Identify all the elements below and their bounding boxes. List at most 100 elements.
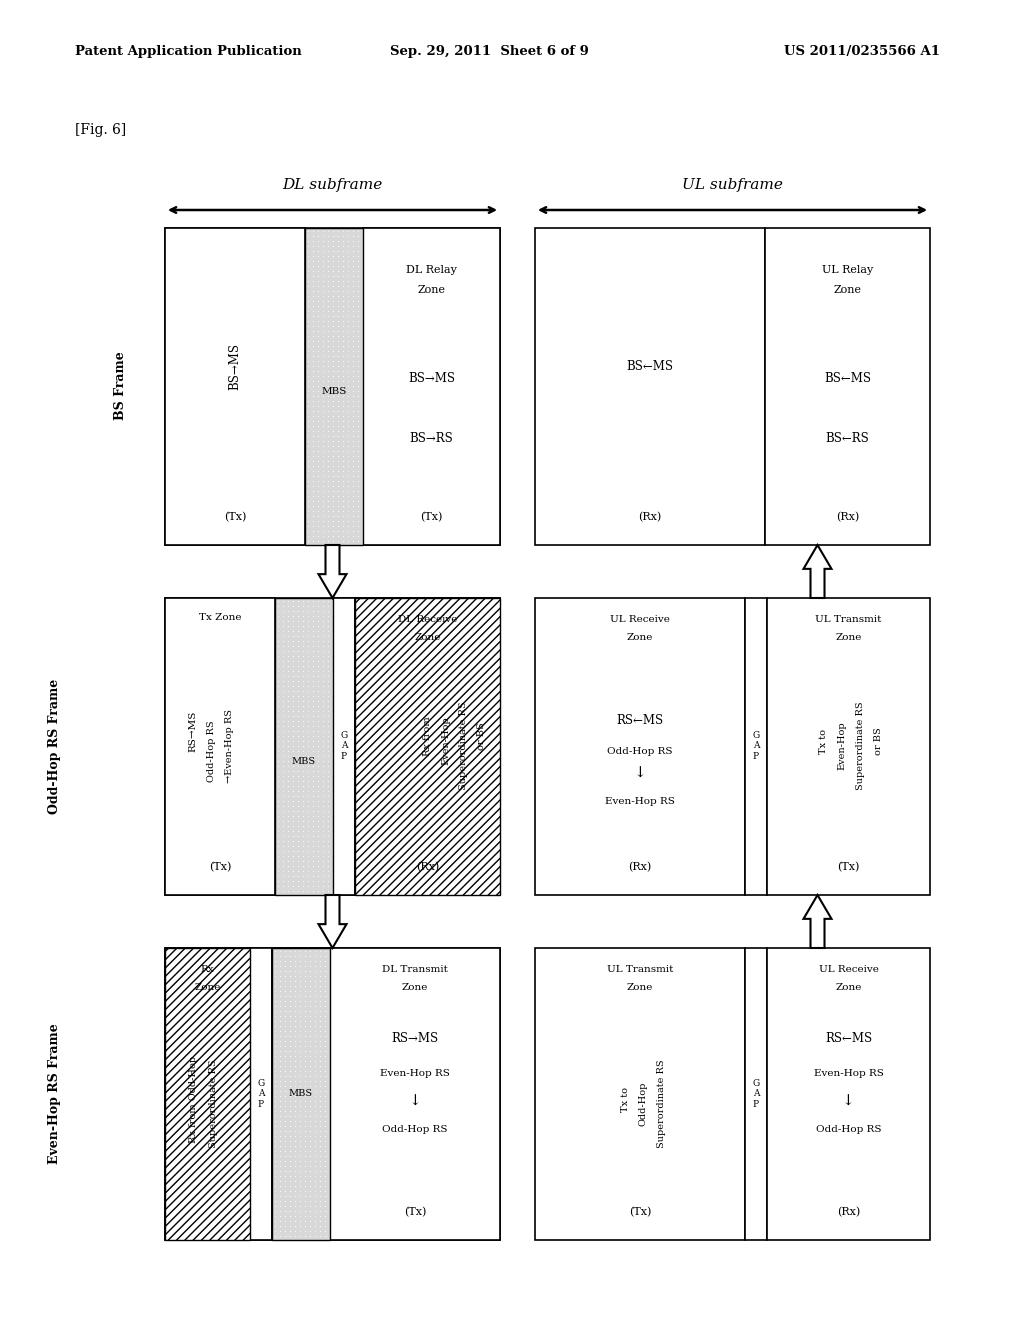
Text: [Fig. 6]: [Fig. 6] bbox=[75, 123, 126, 137]
Text: DL Relay: DL Relay bbox=[407, 265, 457, 275]
Text: US 2011/0235566 A1: US 2011/0235566 A1 bbox=[784, 45, 940, 58]
Text: Zone: Zone bbox=[834, 285, 861, 294]
Bar bbox=[272, 948, 330, 1239]
Text: MBS: MBS bbox=[289, 1089, 313, 1098]
Text: or BS: or BS bbox=[874, 727, 883, 755]
Text: BS→RS: BS→RS bbox=[410, 432, 454, 445]
Text: (Rx): (Rx) bbox=[629, 862, 651, 873]
Text: Odd-Hop: Odd-Hop bbox=[639, 1082, 647, 1126]
Text: UL Transmit: UL Transmit bbox=[815, 615, 882, 624]
Text: BS→MS: BS→MS bbox=[228, 342, 242, 389]
Text: UL subframe: UL subframe bbox=[682, 178, 783, 191]
Text: (Tx): (Tx) bbox=[224, 512, 246, 523]
Text: BS Frame: BS Frame bbox=[114, 351, 127, 420]
Text: UL Relay: UL Relay bbox=[822, 265, 873, 275]
Polygon shape bbox=[318, 895, 346, 948]
Polygon shape bbox=[804, 895, 831, 948]
Polygon shape bbox=[804, 545, 831, 598]
Text: Tx to: Tx to bbox=[621, 1086, 630, 1111]
Bar bbox=[275, 598, 333, 895]
Text: Zone: Zone bbox=[195, 983, 221, 993]
Bar bbox=[355, 598, 500, 895]
Text: Odd-Hop RS Frame: Odd-Hop RS Frame bbox=[48, 678, 61, 813]
Bar bbox=[362, 228, 500, 545]
Bar bbox=[165, 228, 305, 545]
Text: Rx from: Rx from bbox=[423, 717, 432, 756]
Bar bbox=[272, 948, 330, 1239]
Text: Patent Application Publication: Patent Application Publication bbox=[75, 45, 302, 58]
Text: RS←MS: RS←MS bbox=[616, 714, 664, 727]
Text: MBS: MBS bbox=[292, 756, 316, 766]
Text: →Even-Hop RS: →Even-Hop RS bbox=[225, 709, 234, 783]
Text: Zone: Zone bbox=[401, 983, 428, 993]
Text: or BS: or BS bbox=[477, 722, 486, 750]
Text: Rx: Rx bbox=[201, 965, 214, 974]
Text: UL Receive: UL Receive bbox=[610, 615, 670, 624]
Text: RS→MS: RS→MS bbox=[391, 1032, 438, 1045]
Text: Even-Hop: Even-Hop bbox=[441, 717, 450, 766]
Text: ↓: ↓ bbox=[409, 1096, 421, 1109]
Text: Even-Hop RS: Even-Hop RS bbox=[380, 1069, 450, 1078]
Bar bbox=[305, 228, 362, 545]
Text: G
A
P: G A P bbox=[257, 1080, 264, 1109]
Text: UL Receive: UL Receive bbox=[818, 965, 879, 974]
Bar bbox=[333, 598, 355, 895]
Text: G
A
P: G A P bbox=[753, 731, 760, 760]
Bar bbox=[250, 948, 272, 1239]
Text: UL Transmit: UL Transmit bbox=[607, 965, 673, 974]
Bar bbox=[165, 598, 500, 895]
Bar bbox=[745, 598, 767, 895]
Text: Sep. 29, 2011  Sheet 6 of 9: Sep. 29, 2011 Sheet 6 of 9 bbox=[390, 45, 589, 58]
Text: BS←MS: BS←MS bbox=[824, 371, 871, 384]
Text: Superordinate RS: Superordinate RS bbox=[459, 702, 468, 791]
Bar bbox=[165, 948, 250, 1239]
Text: Zone: Zone bbox=[627, 983, 653, 993]
Bar bbox=[165, 598, 275, 895]
Text: Zone: Zone bbox=[836, 983, 861, 993]
Text: Superordinate RS: Superordinate RS bbox=[209, 1060, 217, 1148]
Text: Zone: Zone bbox=[415, 634, 440, 643]
Text: ↓: ↓ bbox=[842, 1096, 855, 1109]
Text: RS→MS: RS→MS bbox=[188, 710, 198, 751]
Text: RS←MS: RS←MS bbox=[825, 1032, 872, 1045]
Bar bbox=[165, 228, 500, 545]
Bar bbox=[765, 228, 930, 545]
Bar bbox=[165, 948, 250, 1239]
Text: BS←RS: BS←RS bbox=[825, 432, 869, 445]
Text: Odd-Hop RS: Odd-Hop RS bbox=[207, 721, 215, 781]
Bar bbox=[767, 948, 930, 1239]
Text: Superordinate RS: Superordinate RS bbox=[856, 702, 865, 791]
Text: Superordinate RS: Superordinate RS bbox=[657, 1060, 667, 1148]
Text: (Tx): (Tx) bbox=[420, 512, 442, 523]
Text: G
A
P: G A P bbox=[753, 1080, 760, 1109]
Text: (Rx): (Rx) bbox=[638, 512, 662, 523]
Text: G
A
P: G A P bbox=[340, 731, 347, 760]
Text: Tx Zone: Tx Zone bbox=[199, 614, 242, 623]
Bar bbox=[355, 598, 500, 895]
Text: (Tx): (Tx) bbox=[629, 1206, 651, 1217]
Bar bbox=[535, 228, 765, 545]
Text: DL Receive: DL Receive bbox=[397, 615, 457, 624]
Text: Zone: Zone bbox=[836, 634, 861, 643]
Text: (Rx): (Rx) bbox=[836, 512, 859, 523]
Text: Even-Hop RS: Even-Hop RS bbox=[605, 796, 675, 805]
Text: (Tx): (Tx) bbox=[838, 862, 860, 873]
Text: Zone: Zone bbox=[418, 285, 445, 294]
Text: (Tx): (Tx) bbox=[209, 862, 231, 873]
Text: (Rx): (Rx) bbox=[416, 862, 439, 873]
Text: Odd-Hop RS: Odd-Hop RS bbox=[816, 1125, 882, 1134]
Text: DL subframe: DL subframe bbox=[283, 178, 383, 191]
Polygon shape bbox=[318, 545, 346, 598]
Text: Even-Hop RS Frame: Even-Hop RS Frame bbox=[48, 1023, 61, 1164]
Text: Even-Hop RS: Even-Hop RS bbox=[813, 1069, 884, 1078]
Text: ↓: ↓ bbox=[634, 767, 646, 781]
Bar bbox=[535, 948, 745, 1239]
Bar bbox=[165, 948, 500, 1239]
Text: (Tx): (Tx) bbox=[403, 1206, 426, 1217]
Text: Odd-Hop RS: Odd-Hop RS bbox=[382, 1125, 447, 1134]
Bar bbox=[330, 948, 500, 1239]
Text: Rx from Odd-Hop: Rx from Odd-Hop bbox=[188, 1056, 198, 1143]
Text: Zone: Zone bbox=[627, 634, 653, 643]
Text: Tx to: Tx to bbox=[819, 729, 828, 754]
Bar bbox=[767, 598, 930, 895]
